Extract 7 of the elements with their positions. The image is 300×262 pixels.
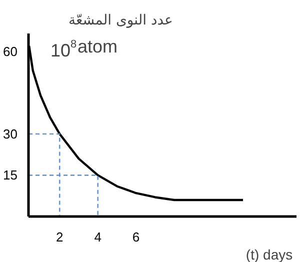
y-tick-label: 60 bbox=[3, 44, 18, 59]
y-tick-label: 15 bbox=[3, 168, 18, 183]
y-axis-title: عدد النوى المشعّة bbox=[68, 12, 173, 28]
y-tick-label: 30 bbox=[3, 126, 18, 142]
x-tick-label: 4 bbox=[94, 230, 102, 244]
x-tick-label: 6 bbox=[132, 230, 140, 244]
x-tick-label: 2 bbox=[56, 230, 64, 244]
